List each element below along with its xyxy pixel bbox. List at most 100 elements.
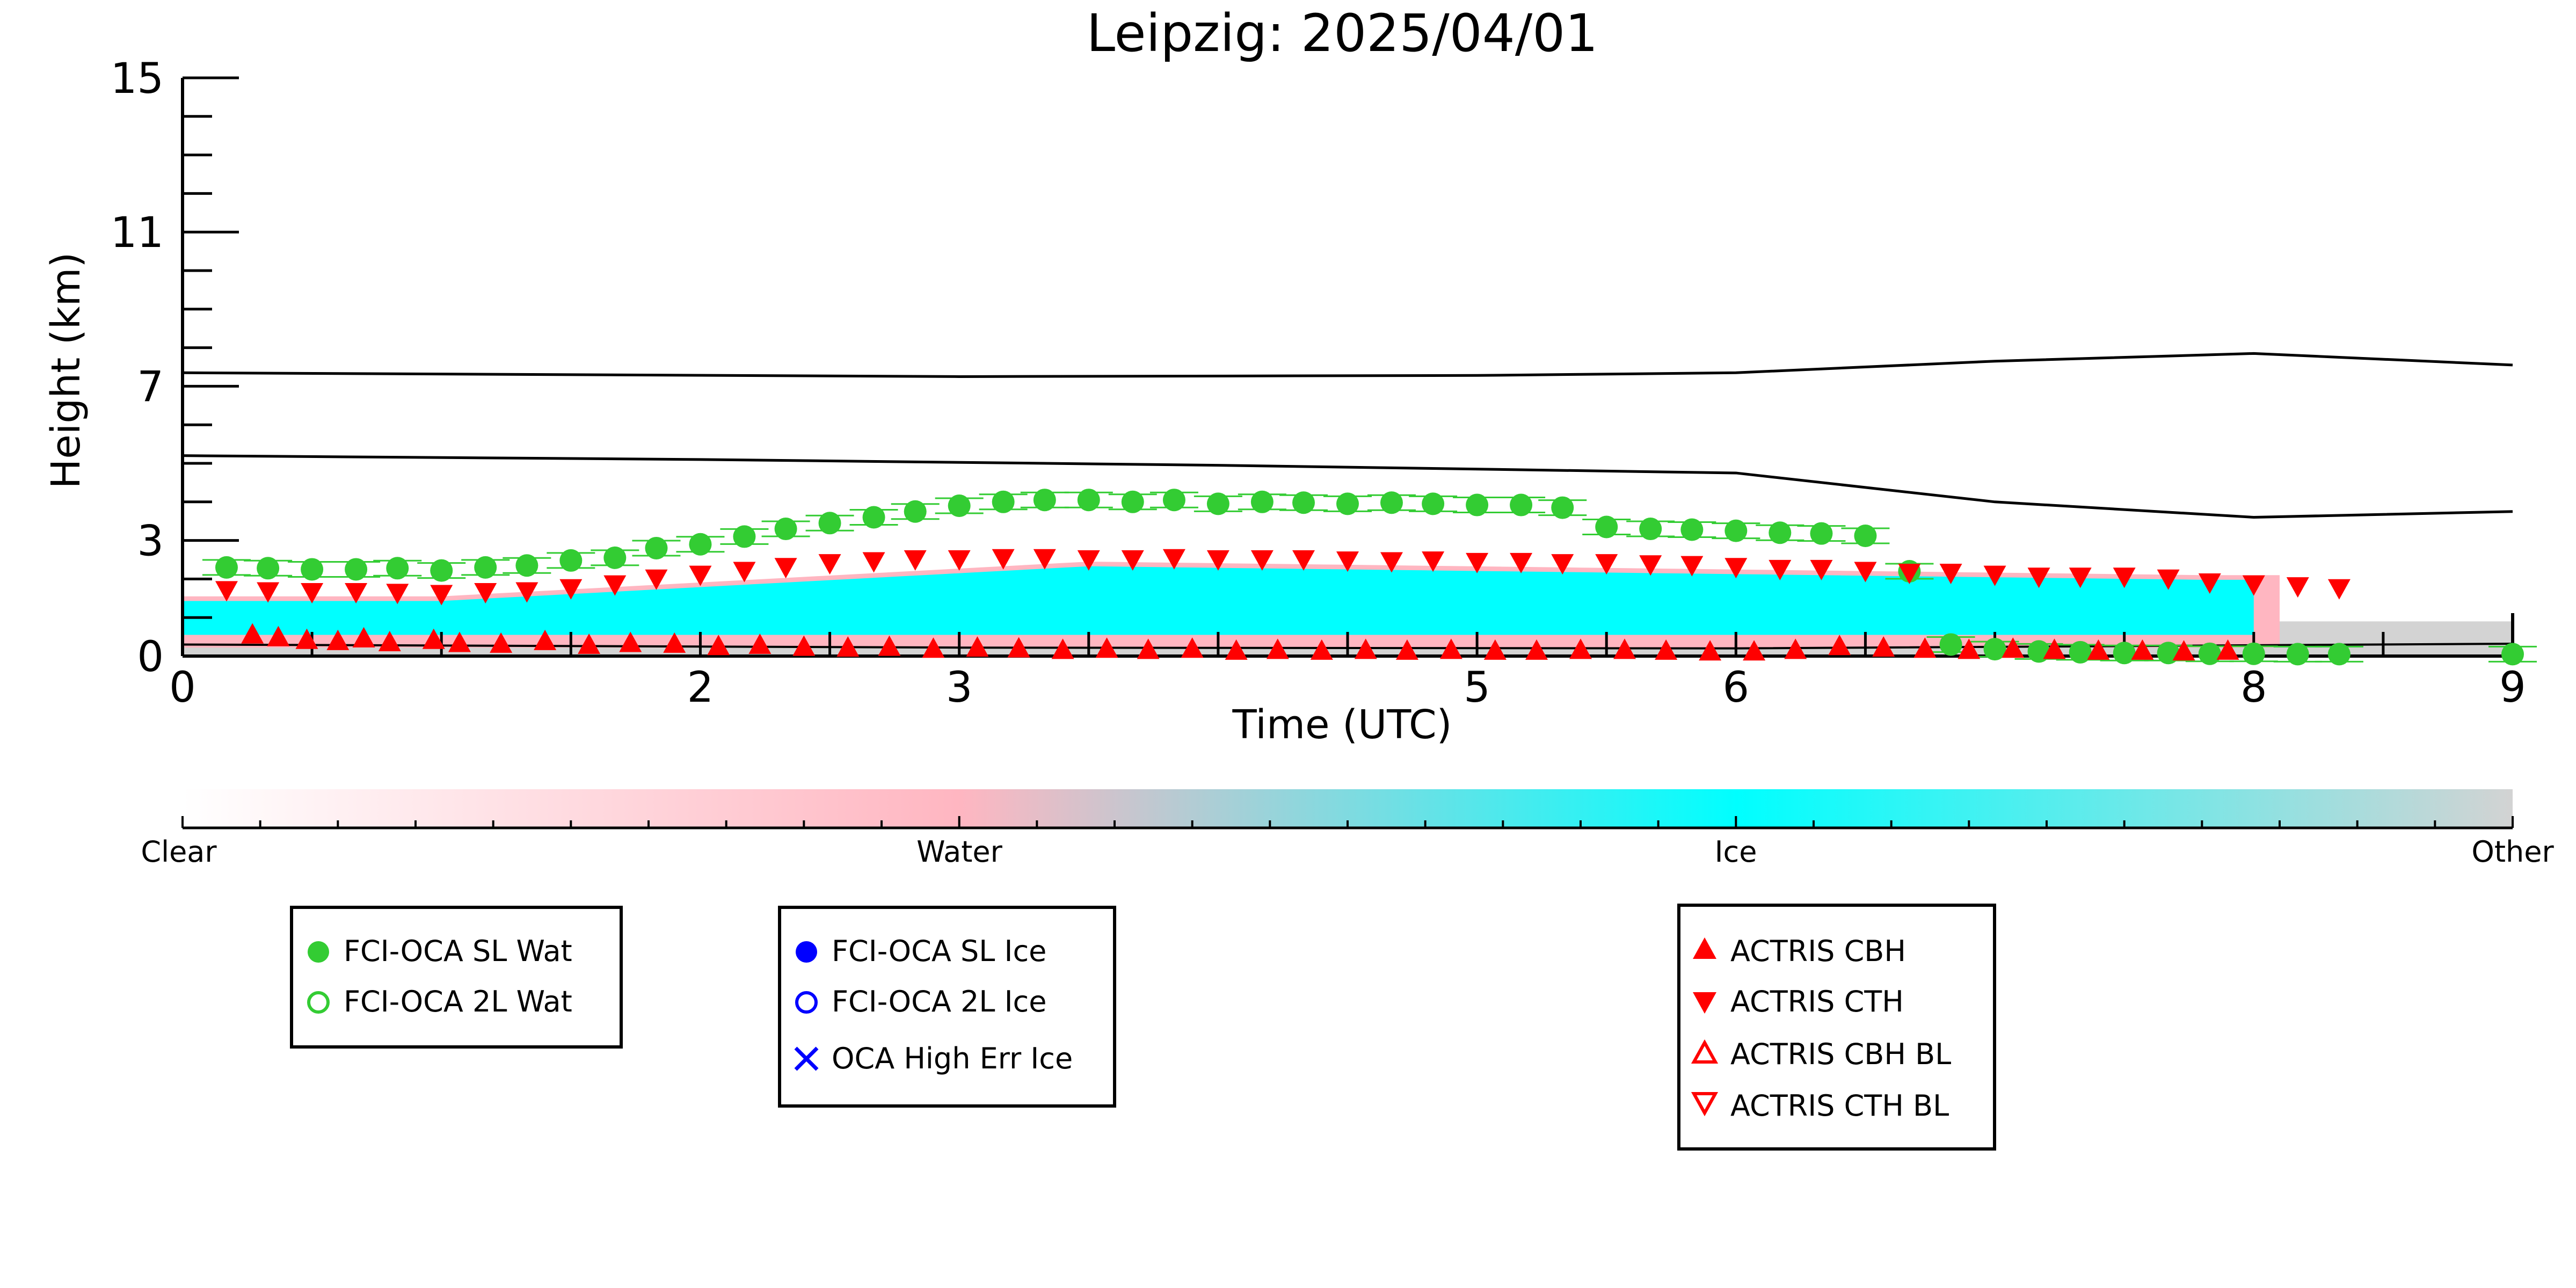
cth-point bbox=[1510, 552, 1533, 573]
cbh-point bbox=[1525, 639, 1548, 660]
legend-label-2l-ice: FCI-OCA 2L Ice bbox=[832, 985, 1046, 1018]
colorbar-ticks bbox=[181, 816, 2514, 828]
cth-point bbox=[645, 569, 668, 590]
cbh-point bbox=[707, 635, 730, 656]
cbh-point bbox=[378, 631, 401, 652]
cth-point bbox=[1983, 565, 2006, 586]
cbh-point bbox=[878, 635, 901, 656]
legend-label-cth: ACTRIS CTH bbox=[1730, 985, 1904, 1018]
cth-point bbox=[948, 550, 971, 571]
legend-marker-cbh bbox=[1693, 937, 1716, 959]
sl-wat-point bbox=[1077, 489, 1100, 512]
cth-point bbox=[1898, 564, 1921, 585]
cbh-point bbox=[748, 634, 772, 654]
cbh-point bbox=[1872, 636, 1895, 657]
sl-wat-point bbox=[1121, 490, 1144, 513]
cbh-point bbox=[2002, 637, 2025, 658]
cth-point bbox=[603, 575, 627, 596]
cth-point bbox=[559, 579, 583, 600]
legend-marker-2l-ice bbox=[795, 991, 818, 1014]
legend-label-sl-ice: FCI-OCA SL Ice bbox=[832, 934, 1046, 968]
colorbar-label-other: Other bbox=[2471, 835, 2554, 869]
cth-point bbox=[1033, 549, 1056, 570]
cbh-point bbox=[1095, 637, 1118, 658]
sl-wat-point bbox=[1639, 518, 1662, 541]
chart-title: Leipzig: 2025/04/01 bbox=[1087, 3, 1598, 63]
reference-line-1 bbox=[182, 352, 2513, 378]
sl-wat-point bbox=[948, 494, 971, 517]
cth-point bbox=[2198, 573, 2221, 594]
sl-wat-point bbox=[1854, 524, 1877, 547]
legend-marker-cth-bl bbox=[1691, 1092, 1719, 1117]
sl-wat-point bbox=[430, 559, 453, 582]
sl-wat-point bbox=[2327, 643, 2351, 666]
x-tick-label: 3 bbox=[946, 664, 973, 712]
cbh-point bbox=[836, 636, 860, 657]
legend-label-cbh: ACTRIS CBH bbox=[1730, 934, 1906, 968]
cth-point bbox=[2069, 567, 2092, 588]
y-tick-label: 15 bbox=[111, 55, 164, 103]
sl-wat-point bbox=[1336, 492, 1359, 515]
cbh-point bbox=[2087, 639, 2110, 660]
cbh-point bbox=[326, 629, 350, 650]
legend-label-2l-wat: FCI-OCA 2L Wat bbox=[344, 985, 572, 1018]
legend-ice: FCI-OCA SL Ice FCI-OCA 2L Ice OCA High E… bbox=[778, 906, 1116, 1108]
cth-point bbox=[1206, 550, 1229, 571]
cbh-point bbox=[2216, 639, 2239, 660]
sl-wat-point bbox=[1380, 491, 1403, 514]
cbh-point bbox=[2131, 639, 2154, 660]
cth-point bbox=[862, 552, 885, 573]
cth-point bbox=[1854, 562, 1877, 583]
cbh-point bbox=[578, 634, 601, 654]
sl-wat-point bbox=[862, 506, 885, 529]
cbh-point bbox=[1613, 638, 1636, 659]
legend-marker-cbh-bl bbox=[1691, 1039, 1719, 1064]
cbh-point bbox=[1007, 637, 1030, 658]
sl-wat-point bbox=[257, 557, 280, 580]
sl-wat-point bbox=[2027, 640, 2050, 663]
cth-point bbox=[1769, 559, 1792, 580]
cth-point bbox=[733, 562, 756, 583]
colorbar-label-ice: Ice bbox=[1715, 835, 1757, 869]
sl-wat-point bbox=[2113, 642, 2136, 665]
cbh-point bbox=[1181, 637, 1204, 658]
colorbar: Clear Water Ice Other bbox=[141, 789, 2554, 869]
sl-wat-point bbox=[1033, 489, 1056, 512]
y-tick-label: 7 bbox=[137, 363, 164, 411]
sl-wat-point bbox=[733, 525, 756, 548]
cbh-point bbox=[663, 632, 686, 653]
cth-point bbox=[2113, 567, 2136, 588]
cth-point bbox=[430, 585, 453, 606]
cth-point bbox=[1336, 551, 1359, 572]
sl-wat-point bbox=[474, 556, 497, 579]
cth-point bbox=[1250, 550, 1274, 571]
legend-label-sl-wat: FCI-OCA SL Wat bbox=[344, 934, 572, 968]
cbh-point bbox=[448, 631, 471, 652]
ice-region bbox=[183, 566, 2254, 643]
sl-wat-point bbox=[904, 500, 927, 523]
colorbar-label-water: Water bbox=[916, 835, 1002, 869]
cbh-point bbox=[1483, 639, 1507, 660]
cbh-point bbox=[922, 637, 945, 658]
cbh-point bbox=[2043, 638, 2066, 659]
cbh-point bbox=[1655, 639, 1678, 660]
legend-ice-frame bbox=[778, 906, 1116, 1108]
cbh-point bbox=[1743, 640, 1766, 661]
x-tick-label: 5 bbox=[1464, 664, 1490, 712]
legend-marker-2l-wat bbox=[307, 991, 330, 1014]
cth-point bbox=[992, 549, 1015, 570]
x-tick-label: 9 bbox=[2499, 664, 2526, 712]
sl-wat-point bbox=[1162, 489, 1185, 512]
sl-wat-point bbox=[1769, 521, 1792, 544]
cbh-point bbox=[1828, 635, 1851, 656]
cth-point bbox=[2242, 575, 2265, 596]
cth-point bbox=[1639, 555, 1662, 576]
colorbar-label-clear: Clear bbox=[141, 835, 217, 869]
sl-wat-point bbox=[2069, 641, 2092, 664]
cbh-point bbox=[619, 631, 642, 652]
sl-wat-point bbox=[2286, 643, 2309, 666]
cbh-point bbox=[534, 629, 557, 650]
sl-wat-point bbox=[301, 558, 324, 581]
cth-point bbox=[774, 558, 797, 579]
x-tick-label: 0 bbox=[169, 664, 196, 712]
